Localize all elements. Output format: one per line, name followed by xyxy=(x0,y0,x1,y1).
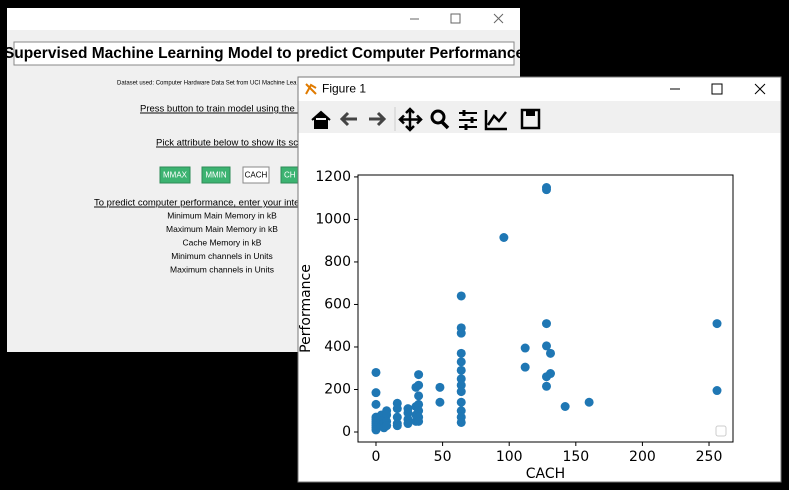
point xyxy=(371,367,381,377)
x-tick-label: 0 xyxy=(372,449,381,465)
edit-axes-button[interactable] xyxy=(484,110,507,131)
y-tick-label: 1200 xyxy=(315,169,351,185)
configure-button[interactable] xyxy=(459,112,477,128)
y-tick-label: 600 xyxy=(324,296,351,312)
point xyxy=(499,232,509,242)
app-titlebar xyxy=(7,8,520,30)
y-tick-label: 0 xyxy=(342,424,351,440)
button-label[interactable]: CACH xyxy=(245,171,268,180)
point xyxy=(541,381,551,391)
point xyxy=(414,406,424,416)
point xyxy=(520,343,530,353)
axes-frame xyxy=(357,174,734,443)
y-tick-label: 1000 xyxy=(315,211,351,227)
field-label: Maximum Main Memory in kB xyxy=(166,224,278,234)
legend xyxy=(715,425,727,437)
button-label[interactable]: MMIN xyxy=(205,171,227,180)
button[interactable] xyxy=(201,166,231,184)
button-label[interactable]: MMAX xyxy=(163,171,188,180)
home-button[interactable] xyxy=(311,110,331,129)
forward-button[interactable] xyxy=(369,111,387,127)
point xyxy=(456,348,466,358)
zoom-button[interactable] xyxy=(430,109,446,125)
x-tick-label: 200 xyxy=(629,449,656,465)
x-tick-label: 50 xyxy=(434,449,452,465)
point xyxy=(392,412,402,422)
button[interactable] xyxy=(242,166,270,184)
plot-area xyxy=(358,175,733,442)
close[interactable] xyxy=(493,13,504,24)
point xyxy=(456,417,466,427)
field-label: Cache Memory in kB xyxy=(183,237,262,247)
point xyxy=(392,404,402,414)
point xyxy=(382,410,392,420)
maximize[interactable] xyxy=(450,13,461,24)
point xyxy=(541,341,551,351)
button[interactable] xyxy=(159,166,191,184)
field-label: Minimum channels in Units xyxy=(171,251,273,261)
point xyxy=(456,365,466,375)
point xyxy=(520,362,530,372)
point xyxy=(371,399,381,409)
figure-title: Figure 1 xyxy=(322,82,366,96)
field-label: Minimum Main Memory in kB xyxy=(167,210,277,220)
title-box xyxy=(13,41,515,66)
x-tick-label: 250 xyxy=(696,449,723,465)
app-title: Supervised Machine Learning Model to pre… xyxy=(4,45,525,62)
point xyxy=(435,397,445,407)
back-button[interactable] xyxy=(339,111,357,127)
point xyxy=(435,382,445,392)
x-axis-label: CACH xyxy=(526,466,565,482)
point xyxy=(456,328,466,338)
point xyxy=(403,419,413,429)
point xyxy=(456,397,466,407)
point xyxy=(541,185,551,195)
figure-window: Figure 1 0 50 100 150 200 250 0 200 400 600 800 100… xyxy=(297,76,782,483)
point xyxy=(712,386,722,396)
x-tick-label: 100 xyxy=(496,449,523,465)
point xyxy=(456,406,466,416)
y-tick-label: 400 xyxy=(324,339,351,355)
dataset-note: Dataset used: Computer Hardware Data Set… xyxy=(117,81,297,87)
x-tick-label: 150 xyxy=(562,449,589,465)
pan-button[interactable] xyxy=(398,107,423,132)
field-list: Minimum Main Memory in kB Maximum Main Me… xyxy=(166,210,278,274)
point xyxy=(371,388,381,398)
point xyxy=(560,401,570,411)
button-label[interactable]: CH xyxy=(284,171,296,180)
point xyxy=(584,397,594,407)
y-tick-label: 800 xyxy=(324,254,351,270)
point xyxy=(414,416,424,426)
point xyxy=(456,357,466,367)
point xyxy=(456,374,466,384)
field-label: Maximum channels in Units xyxy=(170,264,274,274)
point xyxy=(414,370,424,380)
point xyxy=(392,421,402,431)
point xyxy=(456,380,466,390)
train-prompt: Press button to train model using the da xyxy=(140,104,309,115)
point xyxy=(382,421,392,431)
point xyxy=(456,387,466,397)
point xyxy=(545,348,555,358)
point xyxy=(403,408,413,418)
plot: 0 50 100 150 200 250 0 200 400 600 800 1000 1200 CACH… xyxy=(298,169,727,482)
attribute-prompt: Pick attribute below to show its scat xyxy=(156,138,306,149)
predict-prompt: To predict computer performance, enter y… xyxy=(94,198,310,209)
maximize[interactable] xyxy=(711,83,723,95)
point xyxy=(545,369,555,379)
point xyxy=(414,399,424,409)
point xyxy=(414,380,424,390)
point xyxy=(541,319,551,329)
y-tick-label: 200 xyxy=(324,381,351,397)
close[interactable] xyxy=(754,83,766,95)
y-axis-label: Performance xyxy=(298,264,314,353)
figure-icon xyxy=(305,83,317,95)
point xyxy=(414,391,424,401)
point xyxy=(712,319,722,329)
point xyxy=(456,291,466,301)
